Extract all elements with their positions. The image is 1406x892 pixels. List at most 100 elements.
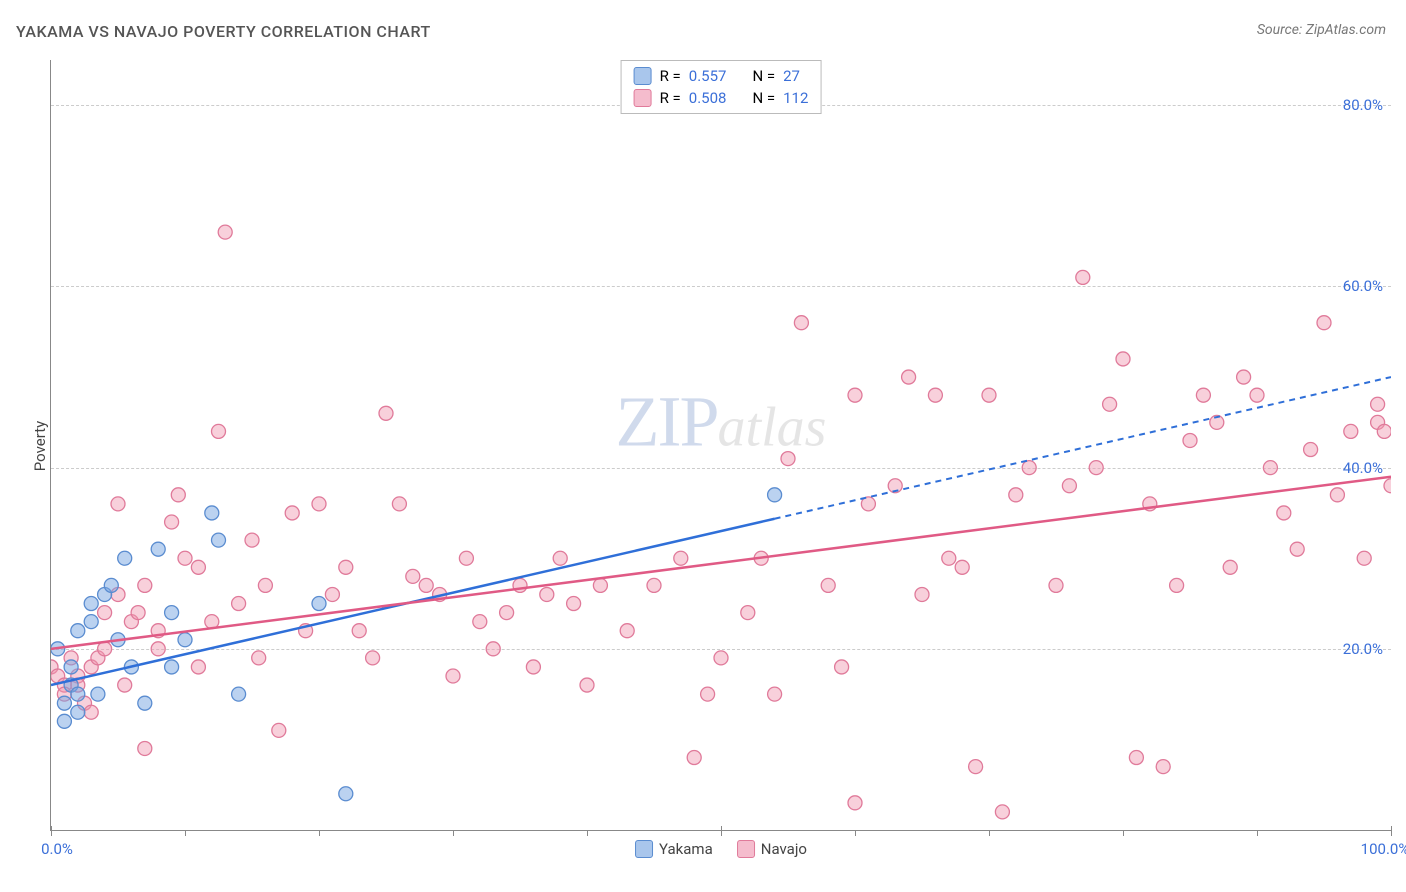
navajo-point (848, 388, 862, 402)
navajo-point (171, 488, 185, 502)
yakama-point (205, 506, 219, 520)
yakama-point (151, 542, 165, 556)
navajo-point (419, 578, 433, 592)
legend-R-label: R = (660, 89, 681, 107)
navajo-point (1317, 316, 1331, 330)
navajo-point (902, 370, 916, 384)
navajo-point (835, 660, 849, 674)
x-tick (453, 830, 454, 836)
navajo-point (191, 660, 205, 674)
navajo-point (701, 687, 715, 701)
yakama-point (138, 696, 152, 710)
navajo-point (500, 606, 514, 620)
navajo-point (995, 805, 1009, 819)
navajo-point (1049, 578, 1063, 592)
navajo-point (1223, 560, 1237, 574)
navajo-point (1277, 506, 1291, 520)
navajo-point (1089, 461, 1103, 475)
navajo-point (1116, 352, 1130, 366)
navajo-point (98, 606, 112, 620)
navajo-point (955, 560, 969, 574)
navajo-point (928, 388, 942, 402)
navajo-point (1263, 461, 1277, 475)
scatter-svg (51, 60, 1391, 830)
navajo-point (1237, 370, 1251, 384)
yakama-point (339, 787, 353, 801)
navajo-point (285, 506, 299, 520)
navajo-point (1384, 479, 1391, 493)
navajo-point (942, 551, 956, 565)
navajo-point (768, 687, 782, 701)
navajo-point (848, 796, 862, 810)
navajo-N-value: 112 (783, 89, 808, 107)
navajo-point (969, 760, 983, 774)
x-axis-min-label: 0.0% (41, 840, 73, 858)
legend-R-label: R = (660, 67, 681, 85)
navajo-regression-line (51, 477, 1391, 649)
navajo-point (138, 741, 152, 755)
legend-series: Yakama Navajo (635, 840, 807, 858)
yakama-point (71, 624, 85, 638)
navajo-point (1196, 388, 1210, 402)
yakama-point (118, 551, 132, 565)
navajo-point (540, 587, 554, 601)
navajo-swatch (737, 840, 755, 858)
navajo-R-value: 0.508 (689, 89, 727, 107)
navajo-point (982, 388, 996, 402)
yakama-point (71, 705, 85, 719)
navajo-point (392, 497, 406, 511)
navajo-point (272, 723, 286, 737)
y-axis-title: Poverty (31, 421, 49, 471)
navajo-point (674, 551, 688, 565)
yakama-point (64, 660, 78, 674)
navajo-point (1076, 270, 1090, 284)
navajo-point (794, 316, 808, 330)
navajo-point (232, 597, 246, 611)
legend-label-yakama: Yakama (659, 840, 713, 858)
legend-item-yakama: Yakama (635, 840, 713, 858)
navajo-point (1344, 424, 1358, 438)
navajo-point (1330, 488, 1344, 502)
x-tick (185, 830, 186, 836)
navajo-point (165, 515, 179, 529)
legend-stats-row-yakama: R = 0.557 N = 27 (634, 65, 809, 87)
navajo-point (1062, 479, 1076, 493)
yakama-swatch (634, 67, 652, 85)
source-attribution: Source: ZipAtlas.com (1257, 22, 1386, 38)
chart-title: YAKAMA VS NAVAJO POVERTY CORRELATION CHA… (16, 22, 431, 41)
navajo-point (1290, 542, 1304, 556)
legend-item-navajo: Navajo (737, 840, 807, 858)
navajo-point (1371, 397, 1385, 411)
yakama-N-value: 27 (783, 67, 800, 85)
yakama-point (178, 633, 192, 647)
navajo-point (446, 669, 460, 683)
x-tick (587, 830, 588, 836)
navajo-point (406, 569, 420, 583)
navajo-point (741, 606, 755, 620)
navajo-point (1022, 461, 1036, 475)
navajo-point (212, 424, 226, 438)
navajo-point (379, 406, 393, 420)
navajo-point (526, 660, 540, 674)
legend-label-navajo: Navajo (761, 840, 807, 858)
legend-N-label: N = (752, 67, 775, 85)
navajo-point (1170, 578, 1184, 592)
navajo-point (325, 587, 339, 601)
yakama-point (165, 606, 179, 620)
navajo-point (1183, 433, 1197, 447)
yakama-swatch (635, 840, 653, 858)
navajo-point (118, 678, 132, 692)
navajo-point (714, 651, 728, 665)
x-tick (989, 830, 990, 836)
navajo-point (111, 497, 125, 511)
navajo-point (1103, 397, 1117, 411)
navajo-point (647, 578, 661, 592)
navajo-point (1304, 443, 1318, 457)
yakama-point (768, 488, 782, 502)
x-tick (319, 830, 320, 836)
navajo-point (252, 651, 266, 665)
yakama-point (312, 597, 326, 611)
navajo-point (1129, 751, 1143, 765)
legend-stats-row-navajo: R = 0.508 N = 112 (634, 87, 809, 109)
navajo-point (567, 597, 581, 611)
